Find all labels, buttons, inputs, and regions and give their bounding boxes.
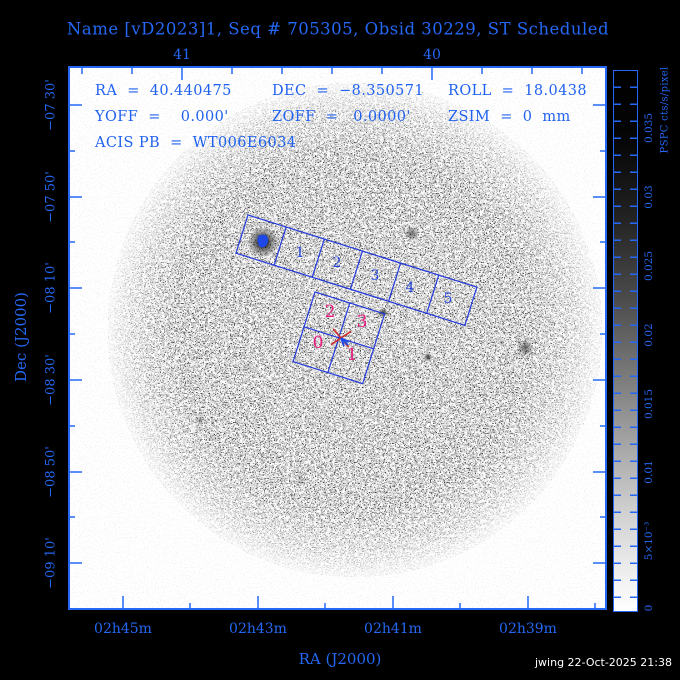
colorbar-tick-label: 0 bbox=[643, 604, 655, 612]
x-tick-label: 02h43m bbox=[229, 621, 287, 637]
acis-i-chip-label: 1 bbox=[347, 345, 358, 365]
y-axis-title: Dec (J2000) bbox=[12, 292, 30, 382]
aimpoint-arrow-icon bbox=[340, 337, 350, 347]
y-tick-label: −07 50' bbox=[43, 171, 59, 223]
acis-s-chip-label: 4 bbox=[406, 280, 415, 296]
x-tick-label: 02h45m bbox=[94, 621, 152, 637]
x-tick-label: 02h41m bbox=[364, 621, 422, 637]
y-tick-label: −08 10' bbox=[43, 262, 59, 314]
colorbar-tick-label: 0.02 bbox=[643, 323, 655, 347]
acis-s-chip-labels: 0 1 2 3 4 5 bbox=[257, 233, 453, 307]
acis-s-chip-label: 2 bbox=[333, 255, 342, 271]
colorbar-tick-label: 0.025 bbox=[643, 250, 655, 282]
acis-i-outline bbox=[292, 291, 386, 385]
acis-s-chip-label: 3 bbox=[371, 268, 380, 284]
acis-i-chip-label: 0 bbox=[313, 333, 324, 353]
plot-frame-and-ticks bbox=[68, 66, 607, 610]
source-ellipse-marker bbox=[257, 234, 269, 248]
acis-i-chip-label: 3 bbox=[357, 312, 368, 332]
colorbar-tick-label: 5×10⁻³ bbox=[643, 521, 655, 561]
y-tick-label: −09 10' bbox=[43, 537, 59, 589]
y-tick-label: −07 30' bbox=[43, 79, 59, 131]
sky-image-canvas: 0 1 2 3 4 5 2 3 0 1 bbox=[68, 66, 607, 610]
footer-timestamp: jwing 22-Oct-2025 21:38 bbox=[534, 656, 672, 669]
info-acis-pb: ACIS PB = WT006E6034 bbox=[95, 135, 297, 151]
x-axis-title: RA (J2000) bbox=[298, 650, 382, 668]
colorbar-tick-label: 0.03 bbox=[643, 185, 655, 209]
colorbar-ticks-right bbox=[630, 71, 637, 611]
info-yoff: YOFF = 0.000' bbox=[95, 109, 229, 125]
colorbar-tick-label: 0.015 bbox=[643, 388, 655, 420]
pspc-field bbox=[108, 83, 602, 577]
top-axis-tick-label-40: 40 bbox=[423, 47, 441, 63]
acis-s-chip-label: 0 bbox=[257, 233, 266, 249]
info-dec: DEC = −8.350571 bbox=[272, 83, 425, 99]
acis-s-chip-label: 5 bbox=[444, 291, 453, 307]
page-title: Name [vD2023]1, Seq # 705305, Obsid 3022… bbox=[66, 19, 610, 39]
acis-s-chip-label: 1 bbox=[296, 245, 305, 261]
colorbar-unit-label: PSPC cts/s/pixel bbox=[659, 66, 671, 154]
colorbar bbox=[613, 70, 638, 612]
acis-i-chip-label: 2 bbox=[325, 302, 336, 322]
x-tick-label: 02h39m bbox=[499, 621, 557, 637]
colorbar-tick-label: 0.035 bbox=[643, 112, 655, 144]
sky-plot: 0 1 2 3 4 5 2 3 0 1 bbox=[68, 66, 607, 610]
colorbar-ticks-left bbox=[614, 71, 621, 611]
info-zoff: ZOFF = 0.0000' bbox=[272, 109, 411, 125]
acis-s-outline bbox=[235, 214, 478, 327]
info-roll: ROLL = 18.0438 bbox=[448, 83, 588, 99]
info-zsim: ZSIM = 0 mm bbox=[448, 109, 571, 125]
top-axis-tick-label-41: 41 bbox=[173, 47, 191, 63]
y-tick-label: −08 50' bbox=[43, 446, 59, 498]
aimpoint-marker bbox=[330, 328, 352, 348]
acis-i-chip-labels: 2 3 0 1 bbox=[313, 302, 368, 365]
colorbar-tick-label: 0.01 bbox=[643, 460, 655, 484]
y-tick-label: −08 30' bbox=[43, 354, 59, 406]
field-edge-fade bbox=[108, 83, 602, 577]
info-ra: RA = 40.440475 bbox=[95, 83, 232, 99]
